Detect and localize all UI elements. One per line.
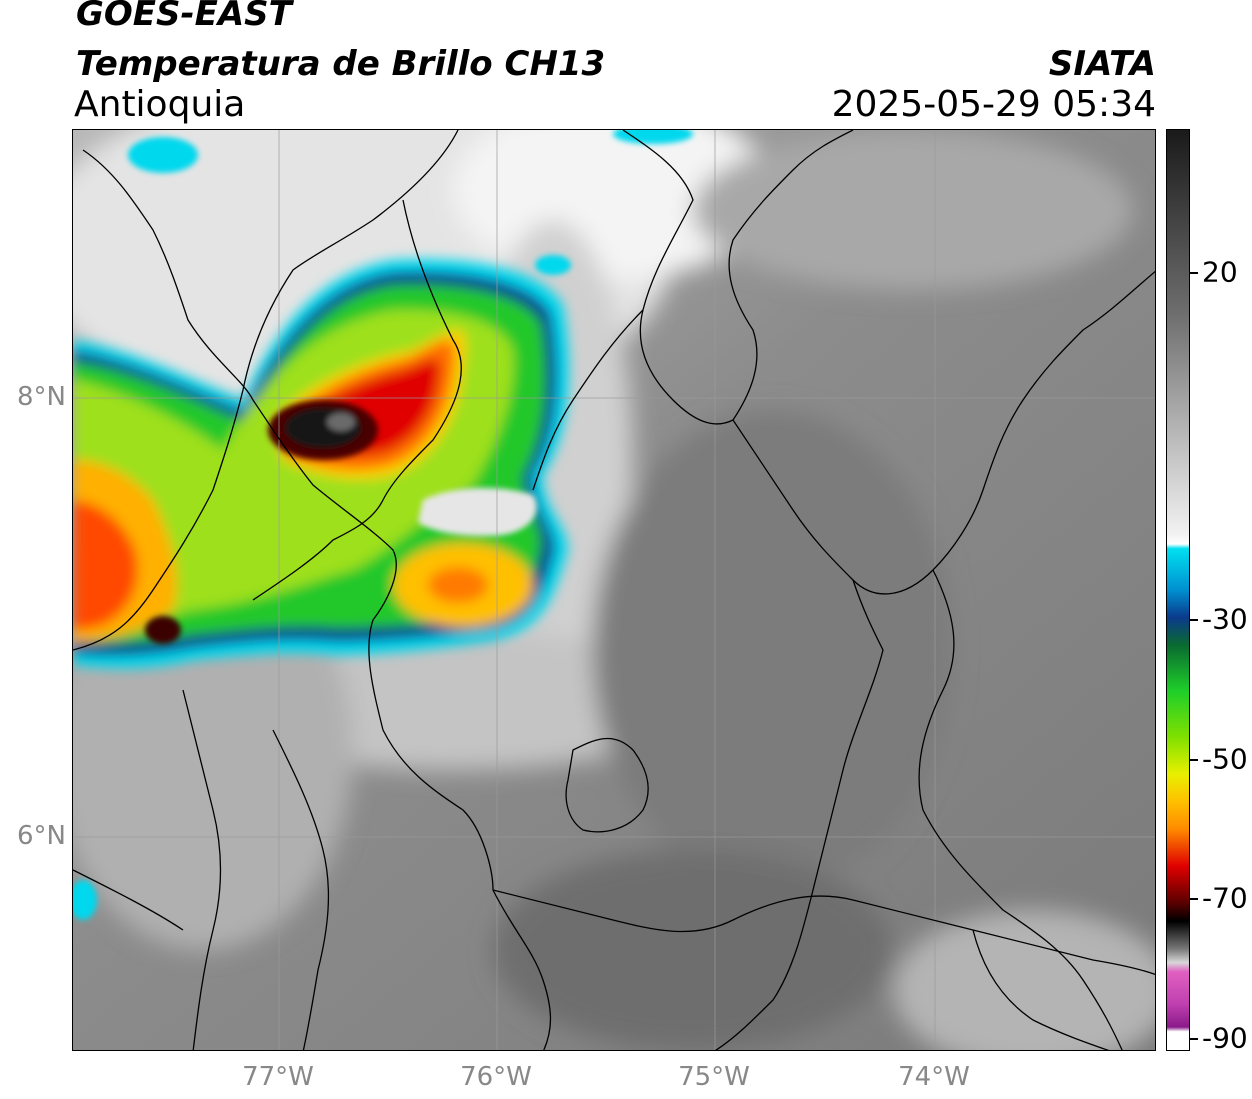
colorbar-label-minus50: -50 [1202, 742, 1248, 776]
colorbar-tick [1190, 1038, 1198, 1040]
colorbar-label-20: 20 [1202, 255, 1238, 289]
colorbar [1166, 129, 1190, 1051]
coldest-core [145, 400, 378, 644]
clear-slot [418, 488, 537, 536]
small-cold-spots [73, 130, 693, 920]
colorbar-tick [1190, 898, 1198, 900]
colorbar-label-minus30: -30 [1202, 602, 1248, 636]
lon-label-77W: 77°W [242, 1062, 314, 1092]
graticule [73, 130, 1155, 1050]
region-label: Antioquia [74, 84, 246, 125]
lat-label-6N: 6°N [17, 821, 66, 851]
organization-label: SIATA [1048, 44, 1156, 84]
colorbar-gradient [1167, 130, 1189, 1050]
colorbar-tick [1190, 759, 1198, 761]
colorbar-tick [1190, 272, 1198, 274]
lon-label-75W: 75°W [678, 1062, 750, 1092]
lon-label-76W: 76°W [460, 1062, 532, 1092]
satellite-map[interactable] [72, 129, 1156, 1051]
datetime-label: 2025-05-29 05:34 [831, 84, 1156, 125]
product-title: Temperatura de Brillo CH13 [76, 44, 606, 84]
lon-label-74W: 74°W [898, 1062, 970, 1092]
satellite-title: GOES-EAST [76, 0, 292, 34]
colorbar-tick [1190, 619, 1198, 621]
map-canvas [73, 130, 1155, 1050]
boundaries [73, 130, 1155, 1050]
colorbar-label-minus90: -90 [1202, 1021, 1248, 1055]
colorbar-label-minus70: -70 [1202, 881, 1248, 915]
lat-label-8N: 8°N [17, 382, 66, 412]
